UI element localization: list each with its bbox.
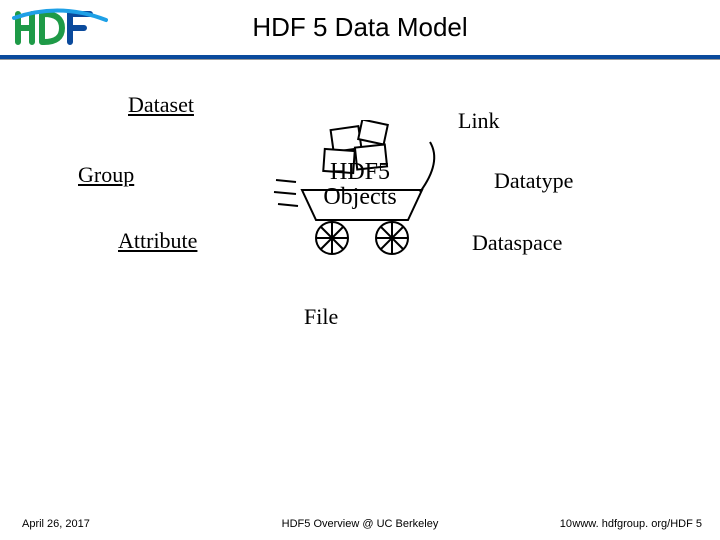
footer-url: www. hdfgroup. org/HDF 5 <box>572 518 702 530</box>
label-dataset: Dataset <box>128 92 194 118</box>
label-link: Link <box>458 108 500 134</box>
label-datatype: Datatype <box>494 168 573 194</box>
center-caption: HDF5 Objects <box>290 160 430 210</box>
slide: HDF 5 Data Model Dataset Group Attribute… <box>0 0 720 540</box>
label-file: File <box>304 304 338 330</box>
label-dataspace: Dataspace <box>472 230 562 256</box>
label-attribute: Attribute <box>118 228 197 254</box>
footer-page: 10 <box>560 518 572 530</box>
slide-title: HDF 5 Data Model <box>0 12 720 43</box>
center-caption-line1: HDF5 <box>330 159 390 185</box>
label-group: Group <box>78 162 134 188</box>
header-divider <box>0 54 720 62</box>
center-caption-line2: Objects <box>323 184 396 210</box>
